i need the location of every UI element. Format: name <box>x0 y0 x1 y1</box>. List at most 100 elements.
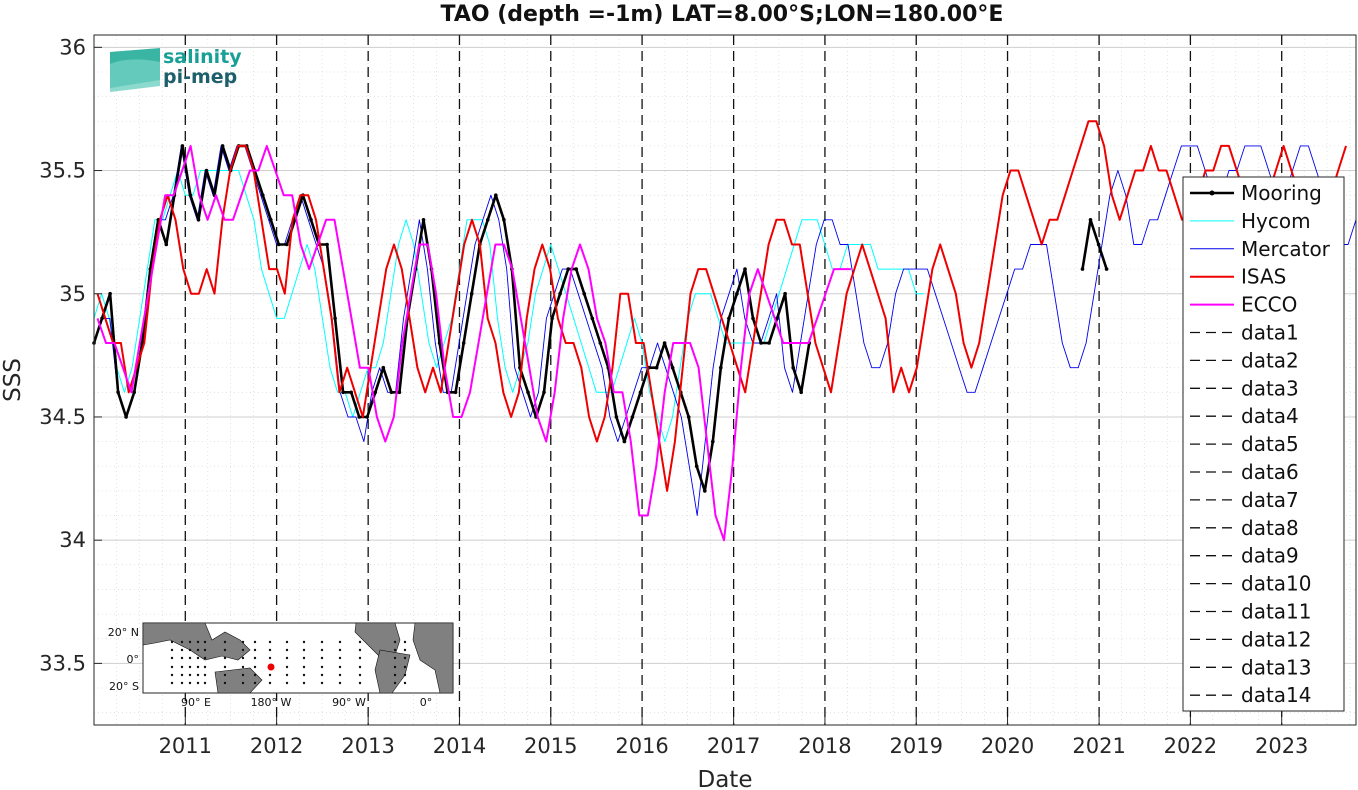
mooring-point <box>799 390 803 395</box>
mooring-point <box>775 316 779 321</box>
chart-title: TAO (depth =-1m) LAT=8.00°S;LON=180.00°E <box>441 2 1004 27</box>
map-buoy-dot <box>188 673 192 677</box>
map-buoy-dot <box>302 656 306 660</box>
mooring-point <box>622 439 627 444</box>
map-xlabel-180w: 180° W <box>251 696 292 709</box>
map-buoy-dot <box>253 681 257 685</box>
map-buoy-dot <box>338 673 342 677</box>
x-ticks: 2011 2012 2013 2014 2015 2016 2017 2018 2019 2020… <box>159 717 1308 758</box>
legend-label: data9 <box>1241 544 1299 568</box>
mooring-point <box>502 218 506 222</box>
map-buoy-dot <box>223 665 227 669</box>
map-buoy-dot <box>268 673 272 677</box>
mooring-point <box>791 365 795 370</box>
map-buoy-dot <box>196 665 200 669</box>
map-buoy-dot <box>241 673 245 677</box>
map-buoy-dot <box>170 648 174 652</box>
legend-label: data4 <box>1241 404 1299 428</box>
legend-swatch-marker <box>1209 190 1215 196</box>
map-buoy-dot <box>203 665 207 669</box>
mooring-point <box>614 415 619 419</box>
mooring-point <box>269 218 273 222</box>
map-buoy-dot <box>241 648 245 652</box>
y-tick-label: 33.5 <box>39 651 86 675</box>
map-buoy-dot <box>393 681 397 685</box>
map-buoy-dot <box>358 648 362 652</box>
mooring-point <box>598 341 603 345</box>
y-tick-label: 34.5 <box>39 405 86 429</box>
legend-label: data13 <box>1241 655 1312 679</box>
map-buoy-dot <box>223 656 227 660</box>
plot-area <box>94 35 1356 725</box>
mooring-point <box>365 415 370 419</box>
mooring-point <box>180 144 185 148</box>
map-buoy-dot <box>268 640 272 644</box>
mooring-point <box>759 341 763 345</box>
map-buoy-dot <box>203 681 207 685</box>
map-asia-land <box>142 622 251 661</box>
map-buoy-dot <box>302 665 306 669</box>
map-buoy-dot <box>268 681 272 685</box>
map-buoy-dot <box>253 656 257 660</box>
map-buoy-dot <box>338 648 342 652</box>
map-buoy-dot <box>196 640 200 644</box>
map-buoy-dot <box>403 665 407 669</box>
map-buoy-dot <box>393 648 397 652</box>
mooring-point <box>486 218 490 222</box>
legend: Mooring Hycom Mercator ISAS ECCO data1 data2 da… <box>1182 176 1345 712</box>
mooring-point <box>421 218 426 222</box>
map-buoy-dot <box>253 648 257 652</box>
map-buoy-dot <box>393 640 397 644</box>
map-ylabel-20s: 20° S <box>109 680 139 693</box>
map-buoy-dot <box>196 648 200 652</box>
map-buoy-dot <box>241 681 245 685</box>
x-tick-label: 2011 <box>159 734 212 758</box>
mooring-point <box>309 218 313 222</box>
map-buoy-dot <box>203 656 207 660</box>
map-buoy-dot <box>203 640 207 644</box>
mooring-point <box>1088 218 1093 222</box>
y-tick-label: 34 <box>59 528 86 552</box>
map-buoy-dot <box>338 681 342 685</box>
mooring-point <box>662 341 667 345</box>
map-buoy-dot <box>358 673 362 677</box>
mooring-point <box>711 439 715 444</box>
x-tick-label: 2012 <box>250 734 303 758</box>
mooring-point <box>325 242 329 247</box>
map-buoy-dot <box>285 665 289 669</box>
series-group <box>92 120 1357 542</box>
mooring-point <box>437 341 442 345</box>
x-tick-label: 2021 <box>1072 734 1125 758</box>
legend-label: data7 <box>1241 488 1299 512</box>
mooring-point <box>453 390 458 395</box>
legend-label: ECCO <box>1241 293 1297 317</box>
map-buoy-dot <box>285 673 289 677</box>
map-buoy-dot <box>393 673 397 677</box>
map-buoy-dot <box>358 640 362 644</box>
mooring-point <box>277 242 281 247</box>
x-tick-label: 2018 <box>798 734 851 758</box>
x-axis-label: Date <box>698 767 753 790</box>
mooring-point <box>469 291 474 296</box>
map-buoy-dots <box>170 640 407 685</box>
legend-label: data1 <box>1241 321 1299 345</box>
map-buoy-dot <box>253 640 257 644</box>
mooring-point <box>108 291 112 296</box>
mooring-point <box>333 316 337 321</box>
inset-map: 20° N 0° 20° S 90° E 180° W 90° W 0° <box>108 622 454 709</box>
map-buoy-dot <box>403 681 407 685</box>
legend-label: data11 <box>1241 600 1312 624</box>
mooring-point <box>261 193 265 197</box>
map-ylabel-20n: 20° N <box>108 626 139 639</box>
map-buoy-dot <box>285 648 289 652</box>
map-buoy-dot <box>223 673 227 677</box>
salinity-pimep-logo: salinity pi-mep <box>110 46 242 92</box>
legend-label: Mooring <box>1241 181 1322 205</box>
map-xlabel-0: 0° <box>420 696 433 709</box>
mooring-point <box>654 365 659 370</box>
map-buoy-dot <box>285 681 289 685</box>
map-buoy-dot <box>358 656 362 660</box>
mooring-point <box>566 267 570 271</box>
mooring-point <box>373 390 378 395</box>
